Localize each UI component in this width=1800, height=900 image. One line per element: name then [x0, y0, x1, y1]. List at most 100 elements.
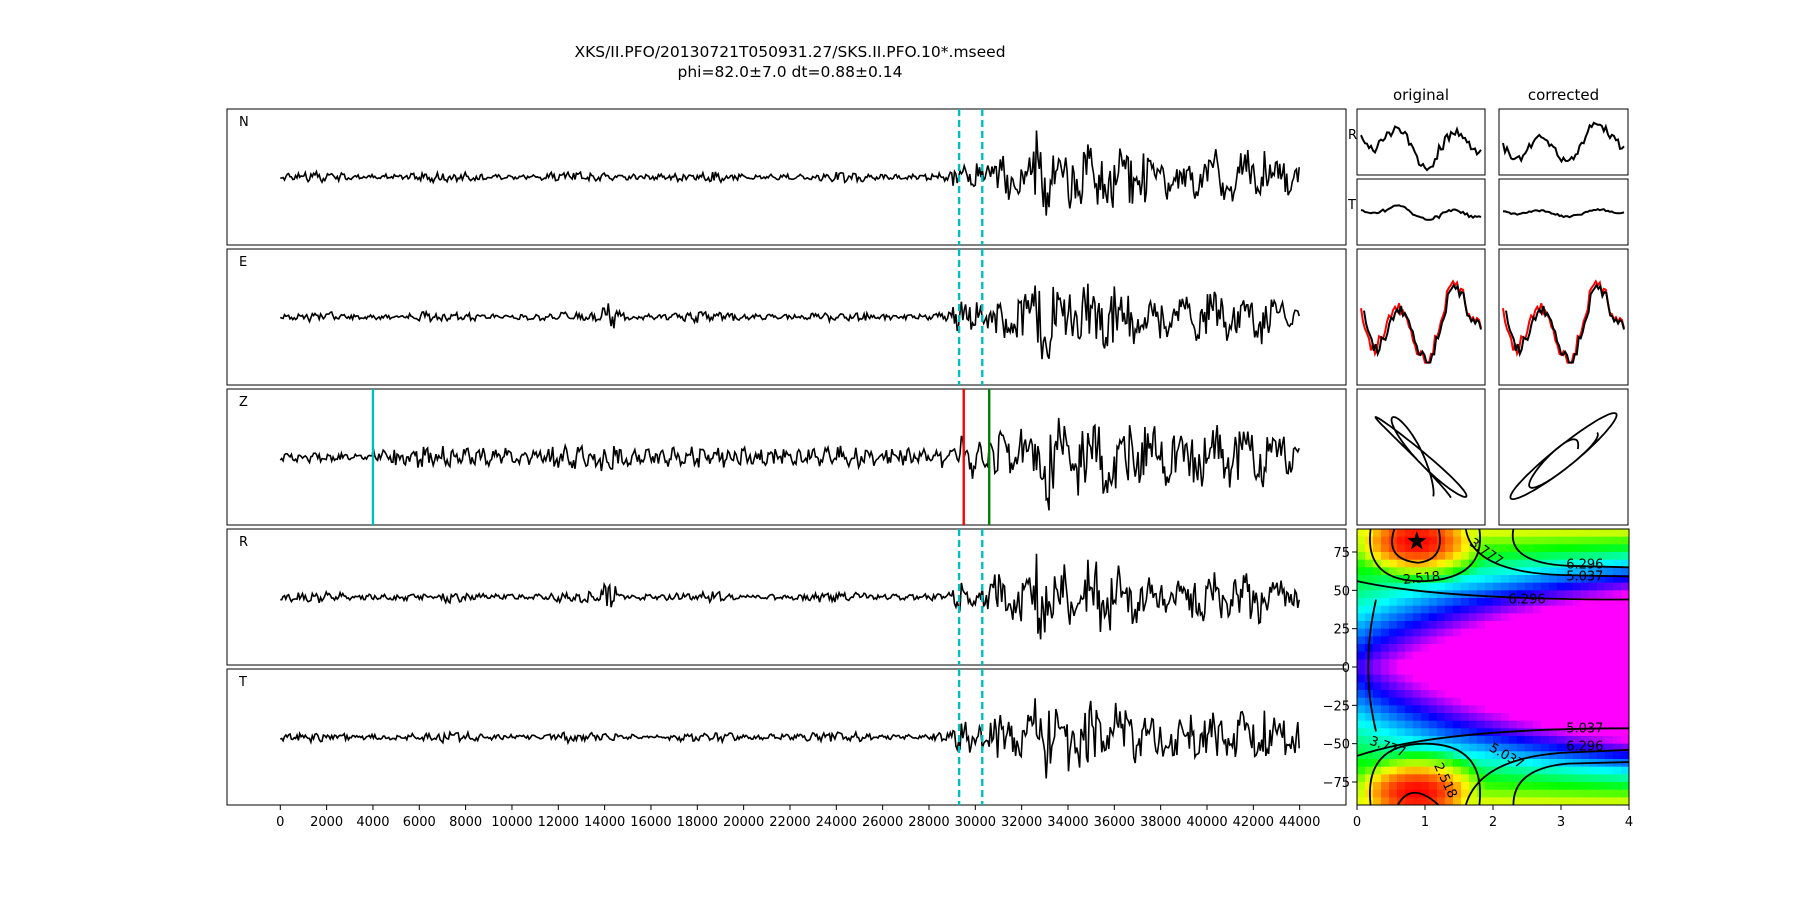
heatmap-cell	[1357, 536, 1366, 545]
heatmap-cell	[1589, 536, 1598, 545]
heatmap-cell	[1413, 697, 1422, 706]
x-tick-label-26000: 26000	[862, 815, 903, 830]
heatmap-cell	[1541, 659, 1550, 668]
heatmap-cell	[1525, 644, 1534, 653]
heatmap-cell	[1357, 690, 1366, 699]
heatmap-cell	[1421, 636, 1430, 645]
heatmap-cell	[1469, 690, 1478, 699]
heatmap-cell	[1597, 605, 1606, 614]
heatmap-cell	[1541, 697, 1550, 706]
heatmap-cell	[1541, 621, 1550, 630]
heatmap-cell	[1573, 720, 1582, 729]
heatmap-cell	[1413, 636, 1422, 645]
heatmap-cell	[1541, 544, 1550, 553]
trace-frame-N	[226, 108, 1347, 246]
heatmap-cell	[1477, 598, 1486, 607]
heatmap-cell	[1421, 797, 1430, 805]
heatmap-cell	[1453, 797, 1462, 805]
heatmap-cell	[1557, 628, 1566, 637]
heatmap-cell	[1613, 697, 1622, 706]
heatmap-cell	[1541, 529, 1550, 538]
heatmap-cell	[1461, 766, 1470, 775]
heatmap-cell	[1477, 575, 1486, 584]
heatmap-cell	[1357, 774, 1366, 783]
heatmap-cell	[1429, 636, 1438, 645]
heatmap-cell	[1469, 605, 1478, 614]
heatmap-cell	[1469, 682, 1478, 691]
heatmap-cell	[1437, 559, 1446, 568]
heatmap-cell	[1605, 690, 1614, 699]
heatmap-cell	[1461, 559, 1470, 568]
heatmap-cell	[1421, 766, 1430, 775]
heatmap-cell	[1581, 705, 1590, 714]
heatmap-cell	[1445, 659, 1454, 668]
heatmap-cell	[1373, 598, 1382, 607]
heatmap-cell	[1429, 690, 1438, 699]
heatmap-cell	[1357, 766, 1366, 775]
heatmap-cell	[1581, 575, 1590, 584]
heatmap-cell	[1485, 567, 1494, 576]
heatmap-cell	[1549, 659, 1558, 668]
x-tick-label-18000: 18000	[677, 815, 718, 830]
heatmap-cell	[1413, 651, 1422, 660]
heatmap-cell	[1477, 567, 1486, 576]
heatmap-cell	[1501, 575, 1510, 584]
heatmap-cell	[1581, 751, 1590, 760]
heatmap-cell	[1437, 621, 1446, 630]
heatmap-cell	[1541, 575, 1550, 584]
heatmap-cell	[1405, 659, 1414, 668]
heatmap-cell	[1421, 759, 1430, 768]
heatmap-cell	[1453, 736, 1462, 745]
heatmap-cell	[1557, 682, 1566, 691]
heatmap-cell	[1533, 613, 1542, 622]
heatmap-cell	[1565, 720, 1574, 729]
heatmap-cell	[1589, 651, 1598, 660]
trace-frame-Z	[226, 388, 1347, 526]
heatmap-cell	[1485, 544, 1494, 553]
heatmap-cell	[1421, 743, 1430, 752]
heatmap-cell	[1621, 559, 1629, 568]
heatmap-cell	[1525, 690, 1534, 699]
heatmap-cell	[1549, 789, 1558, 798]
heatmap-cell	[1437, 605, 1446, 614]
heatmap-cell	[1389, 743, 1398, 752]
heatmap-cell	[1525, 605, 1534, 614]
heatmap-cell	[1373, 575, 1382, 584]
heatmap-cell	[1621, 590, 1629, 599]
heatmap-cell	[1421, 598, 1430, 607]
heatmap-cell	[1533, 674, 1542, 683]
heatmap-cell	[1517, 544, 1526, 553]
heatmap-cell	[1509, 743, 1518, 752]
heatmap-cell	[1485, 575, 1494, 584]
heatmap-cell	[1389, 628, 1398, 637]
heatmap-cell	[1429, 759, 1438, 768]
heatmap-cell	[1525, 613, 1534, 622]
particle-motion-corrected	[1509, 412, 1618, 501]
heatmap-cell	[1541, 651, 1550, 660]
heatmap-cell	[1573, 697, 1582, 706]
heatmap-cell	[1613, 644, 1622, 653]
heatmap-cell	[1493, 567, 1502, 576]
heatmap-cell	[1597, 736, 1606, 745]
heatmap-cell	[1381, 720, 1390, 729]
heatmap-cell	[1517, 613, 1526, 622]
heatmap-cell	[1461, 682, 1470, 691]
heatmap-cell	[1517, 720, 1526, 729]
heatmap-cell	[1381, 728, 1390, 737]
heatmap-cell	[1397, 582, 1406, 591]
heatmap-cell	[1493, 797, 1502, 805]
error-surface-panel: 3.777 6.2965.0372.5186.2965.0376.2963.777…	[1323, 528, 1633, 830]
heatmap-cell	[1421, 751, 1430, 760]
heatmap-cell	[1581, 613, 1590, 622]
heatmap-cell	[1517, 789, 1526, 798]
heatmap-cell	[1381, 759, 1390, 768]
heatmap-cell	[1533, 651, 1542, 660]
heatmap-cell	[1421, 651, 1430, 660]
heatmap-cell	[1597, 690, 1606, 699]
heatmap-cell	[1565, 605, 1574, 614]
heatmap-cell	[1517, 559, 1526, 568]
heatmap-cell	[1437, 697, 1446, 706]
heatmap-cell	[1365, 544, 1374, 553]
heatmap-cell	[1485, 598, 1494, 607]
heatmap-cell	[1621, 621, 1629, 630]
